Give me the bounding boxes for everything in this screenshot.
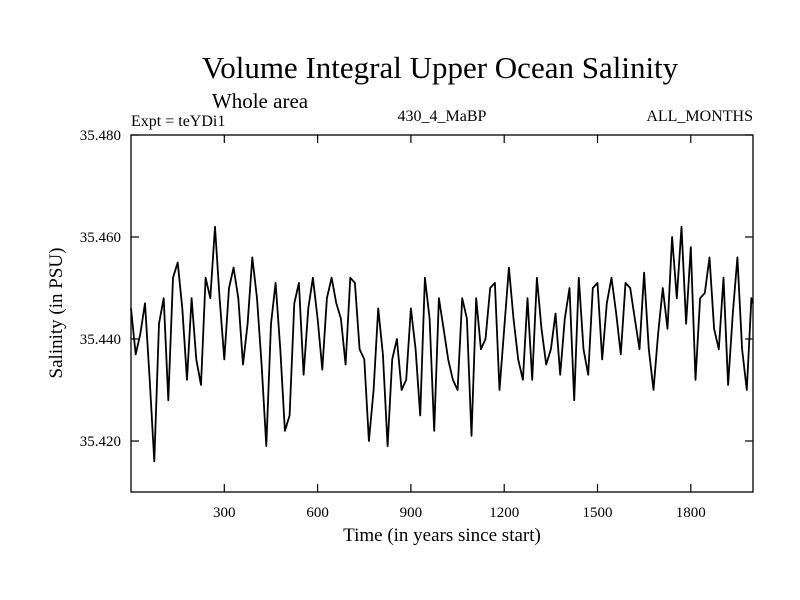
x-tick-label: 1500 [583,505,613,521]
x-tick-label: 1800 [676,505,706,521]
x-tick-label: 600 [306,505,329,521]
chart-subtitle: Whole area [212,89,309,113]
series-line-salinity [130,225,754,463]
y-tick-label: 35.440 [80,332,121,348]
experiment-label: Expt = teYDi1 [131,113,225,130]
y-tick-label: 35.420 [80,434,121,450]
x-tick-label: 1200 [489,505,519,521]
x-axis: 300 600 900 1200 1500 1800 [213,135,706,521]
period-label: 430_4_MaBP [398,108,487,125]
x-tick-label: 900 [400,505,423,521]
chart-title: Volume Integral Upper Ocean Salinity [202,50,679,85]
y-tick-label: 35.460 [80,230,121,246]
y-tick-label: 35.480 [80,128,121,144]
x-axis-label: Time (in years since start) [343,525,541,546]
plot-area [130,225,754,463]
y-axis: 35.420 35.440 35.460 35.480 [80,128,753,450]
months-label: ALL_MONTHS [646,108,753,125]
plot-frame [130,134,754,493]
y-axis-label: Salinity (in PSU) [46,248,67,379]
x-tick-label: 300 [213,505,236,521]
